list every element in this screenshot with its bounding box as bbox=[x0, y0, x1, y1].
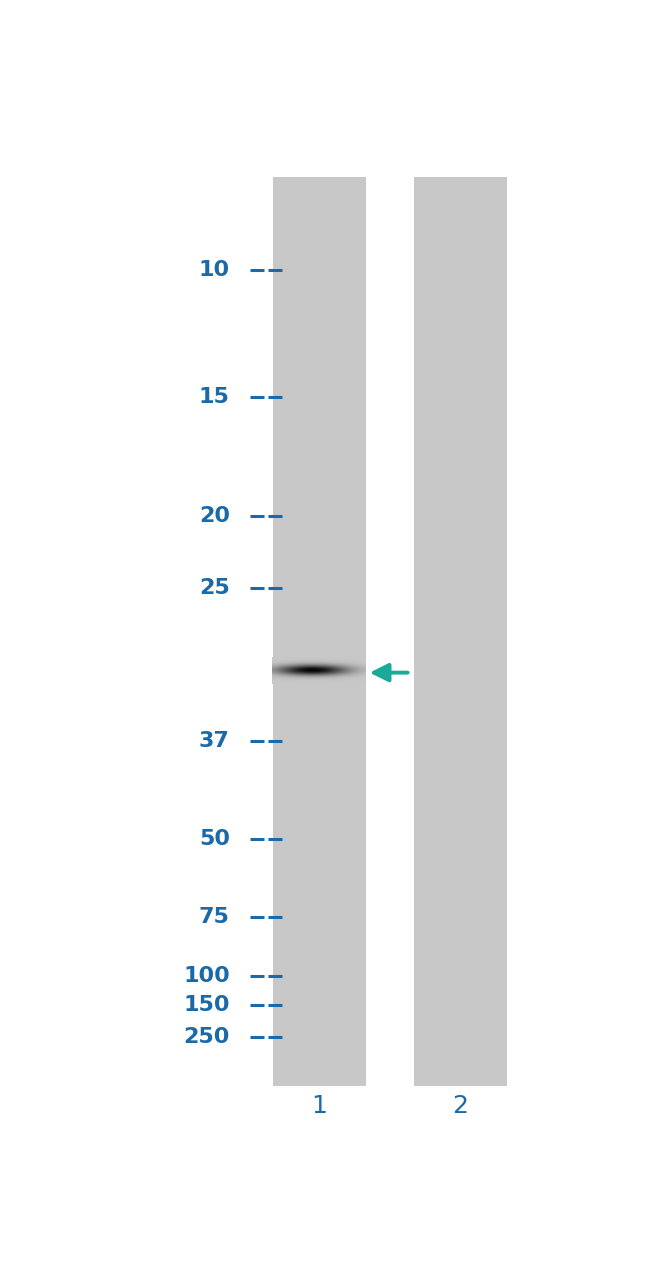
Text: 75: 75 bbox=[199, 907, 230, 927]
Text: 20: 20 bbox=[199, 507, 230, 526]
Text: 10: 10 bbox=[199, 260, 230, 279]
Text: 50: 50 bbox=[199, 829, 230, 848]
Text: 2: 2 bbox=[452, 1093, 468, 1118]
Text: 100: 100 bbox=[183, 965, 230, 986]
Text: 15: 15 bbox=[199, 387, 230, 406]
Text: 37: 37 bbox=[199, 732, 230, 751]
Text: 1: 1 bbox=[311, 1093, 327, 1118]
Text: 250: 250 bbox=[183, 1027, 230, 1048]
Bar bbox=[273, 177, 366, 1086]
Bar bbox=[414, 177, 507, 1086]
Text: 25: 25 bbox=[199, 578, 230, 598]
Text: 150: 150 bbox=[183, 996, 230, 1015]
